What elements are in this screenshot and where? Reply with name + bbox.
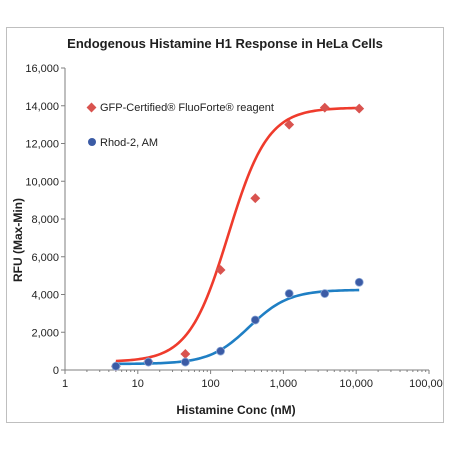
data-point-circle <box>284 289 294 298</box>
y-tick-label: 6,000 <box>31 252 59 264</box>
data-point-circle <box>320 289 330 298</box>
data-point-diamond <box>354 103 365 114</box>
y-tick-label: 2,000 <box>31 327 59 339</box>
data-point-diamond <box>250 193 261 204</box>
x-ticks: 1 10 100 1,000 10,000 100,000 <box>62 370 443 390</box>
legend-item-rhod2: Rhod-2, AM <box>88 137 158 149</box>
y-ticks: 0 2,000 4,000 6,000 8,000 10,000 12,000 14,000 1… <box>25 63 65 377</box>
fit-curve-series-1 <box>115 106 360 363</box>
data-point-circle <box>250 315 260 325</box>
x-tick-label: 1 <box>62 378 68 390</box>
y-tick-label: 16,000 <box>25 63 59 75</box>
y-tick-label: 12,000 <box>25 139 59 151</box>
legend-item-fluoforte: GFP-Certified® FluoForte® reagent <box>86 102 274 114</box>
data-point-circle <box>111 361 121 371</box>
legend-label-fluoforte: GFP-Certified® FluoForte® reagent <box>100 102 274 114</box>
data-point-diamond <box>180 349 191 359</box>
x-tick-label: 100 <box>201 378 219 390</box>
x-axis-label: Histamine Conc (nM) <box>176 403 295 417</box>
chart-frame: Endogenous Histamine H1 Response in HeLa… <box>6 27 444 423</box>
x-tick-label: 10,000 <box>339 378 373 390</box>
fit-curve-series-2 <box>115 288 360 366</box>
data-point-circle <box>216 346 225 356</box>
data-point-circle <box>144 357 153 367</box>
y-tick-label: 0 <box>53 365 59 377</box>
y-tick-label: 4,000 <box>31 290 59 302</box>
data-point-circle <box>180 357 190 367</box>
chart-svg: Endogenous Histamine H1 Response in HeLa… <box>11 36 443 417</box>
legend-label-rhod2: Rhod-2, AM <box>100 137 158 149</box>
y-tick-label: 10,000 <box>25 176 59 188</box>
legend: GFP-Certified® FluoForte® reagent Rhod-2… <box>86 102 274 149</box>
x-tick-label: 100,000 <box>409 378 443 390</box>
y-tick-label: 8,000 <box>31 214 59 226</box>
data-point-circle <box>354 277 364 287</box>
chart-title: Endogenous Histamine H1 Response in HeLa… <box>67 36 383 51</box>
x-tick-label: 10 <box>132 378 144 390</box>
data-point-diamond <box>215 265 226 275</box>
y-axis-label: RFU (Max-Min) <box>11 198 25 282</box>
x-tick-label: 1,000 <box>270 378 298 390</box>
legend-marker-circle <box>88 138 96 146</box>
legend-marker-diamond <box>86 102 97 113</box>
y-tick-label: 14,000 <box>25 101 59 113</box>
fit-curves <box>115 106 360 366</box>
